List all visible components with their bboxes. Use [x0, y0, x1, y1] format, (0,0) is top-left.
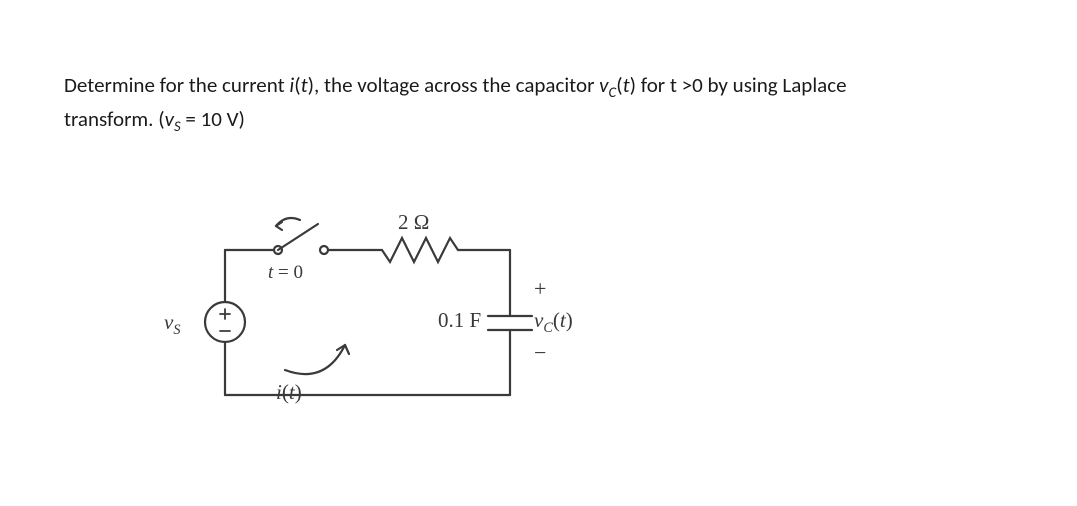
switch-contact-right: [320, 246, 328, 254]
problem-line-2: transform. (vS = 10 V): [64, 106, 245, 132]
vc-plus: +: [534, 276, 546, 302]
page: Determine for the current i(t), the volt…: [0, 0, 1077, 506]
current-label: i(t): [276, 380, 302, 405]
switch-arm: [278, 224, 318, 250]
current-arc: [285, 345, 345, 374]
resistor-icon: [374, 238, 458, 262]
switch-time-label: t = 0: [268, 262, 303, 284]
circuit-diagram: vS t = 0 2 Ω 0.1 F + vC(t) − i(t): [150, 190, 650, 470]
problem-statement: Determine for the current i(t), the volt…: [64, 70, 1014, 137]
capacitor-label: 0.1 F: [438, 308, 481, 333]
vs-label: vS: [164, 310, 180, 339]
problem-line-1: Determine for the current i(t), the volt…: [64, 72, 847, 98]
resistor-label: 2 Ω: [398, 210, 429, 235]
vc-minus: −: [534, 340, 546, 366]
source-circle: [205, 302, 245, 342]
vc-label: vC(t): [534, 308, 573, 337]
switch-arrow-head: [276, 222, 282, 230]
circuit-group: [205, 218, 532, 395]
